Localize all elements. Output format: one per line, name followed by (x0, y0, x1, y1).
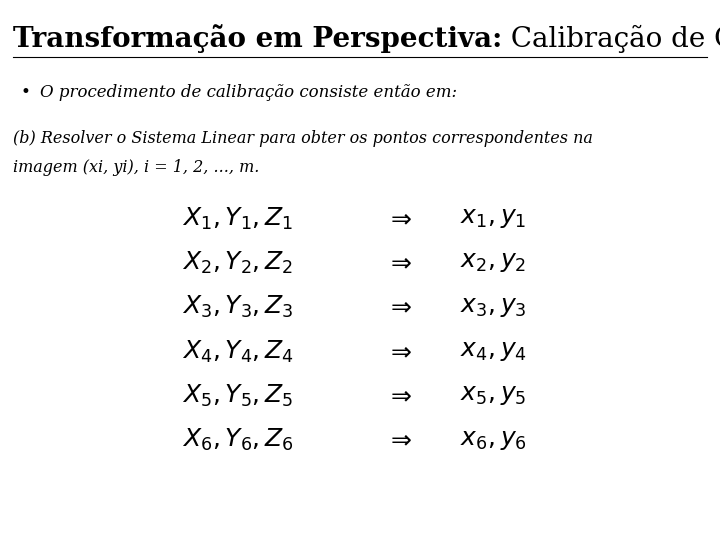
Text: $x_{4},y_{4}$: $x_{4},y_{4}$ (459, 340, 527, 363)
Text: $\Rightarrow$: $\Rightarrow$ (387, 340, 413, 363)
Text: $x_{2},y_{2}$: $x_{2},y_{2}$ (460, 252, 526, 274)
Text: $X_{6},Y_{6},Z_{6}$: $X_{6},Y_{6},Z_{6}$ (181, 427, 294, 453)
Text: $\Rightarrow$: $\Rightarrow$ (387, 429, 413, 451)
Text: $X_{3},Y_{3},Z_{3}$: $X_{3},Y_{3},Z_{3}$ (181, 294, 294, 320)
Text: $x_{6},y_{6}$: $x_{6},y_{6}$ (460, 429, 526, 451)
Text: (b) Resolver o Sistema Linear para obter os pontos correspondentes na: (b) Resolver o Sistema Linear para obter… (13, 130, 593, 146)
Text: $x_{5},y_{5}$: $x_{5},y_{5}$ (460, 384, 526, 407)
Text: $X_{4},Y_{4},Z_{4}$: $X_{4},Y_{4},Z_{4}$ (181, 339, 294, 364)
Text: Transformação em Perspectiva:: Transformação em Perspectiva: (13, 24, 503, 53)
Text: $X_{1},Y_{1},Z_{1}$: $X_{1},Y_{1},Z_{1}$ (182, 206, 293, 232)
Text: $x_{1},y_{1}$: $x_{1},y_{1}$ (460, 207, 526, 230)
Text: $x_{3},y_{3}$: $x_{3},y_{3}$ (460, 296, 526, 319)
Text: $\Rightarrow$: $\Rightarrow$ (387, 384, 413, 407)
Text: imagem (xi, yi), i = 1, 2, ..., m.: imagem (xi, yi), i = 1, 2, ..., m. (13, 159, 259, 176)
Text: $\Rightarrow$: $\Rightarrow$ (387, 207, 413, 230)
Text: $X_{2},Y_{2},Z_{2}$: $X_{2},Y_{2},Z_{2}$ (182, 250, 293, 276)
Text: $\Rightarrow$: $\Rightarrow$ (387, 296, 413, 319)
Text: $\Rightarrow$: $\Rightarrow$ (387, 252, 413, 274)
Text: O procedimento de calibração consiste então em:: O procedimento de calibração consiste en… (40, 84, 456, 100)
Text: $X_{5},Y_{5},Z_{5}$: $X_{5},Y_{5},Z_{5}$ (182, 383, 293, 409)
Text: •: • (20, 84, 30, 100)
Text: Calibração de Câmera: Calibração de Câmera (503, 24, 720, 53)
